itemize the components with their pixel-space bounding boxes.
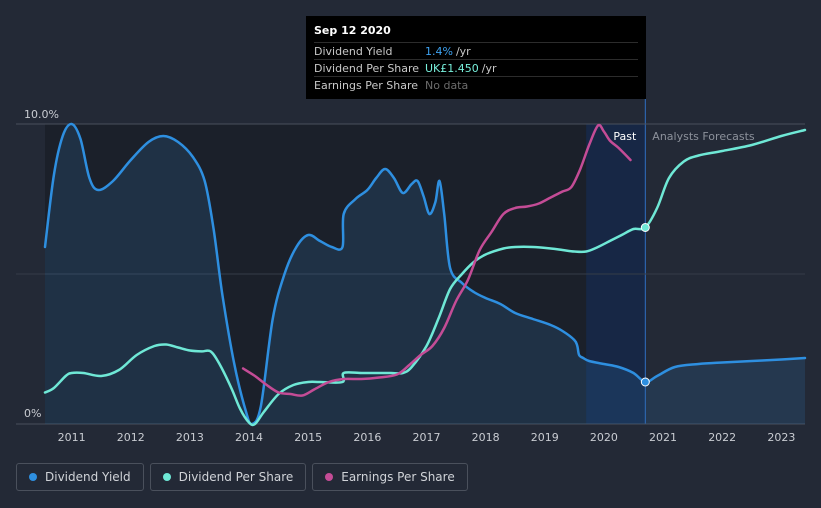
marker-dividend-per-share — [640, 223, 650, 232]
tooltip-value: 1.4% — [425, 44, 453, 58]
x-tick-label: 2020 — [590, 431, 618, 444]
y-tick-label: 10.0% — [24, 108, 59, 121]
series-line-dividend-per-share — [43, 128, 807, 427]
legend-dot-icon — [29, 473, 37, 481]
x-tick-label: 2023 — [767, 431, 795, 444]
x-tick-label: 2021 — [649, 431, 677, 444]
marker-dividend-yield — [640, 377, 650, 387]
past-label: Past — [613, 130, 637, 143]
x-tick-label: 2017 — [412, 431, 440, 444]
tooltip-date: Sep 12 2020 — [314, 24, 391, 37]
tooltip-unit: /yr — [455, 44, 471, 58]
dividend-yield-area — [45, 123, 805, 425]
tooltip-label: Dividend Yield — [314, 44, 393, 58]
tooltip-unit: /yr — [481, 61, 497, 75]
tooltip-row-dps: Dividend Per Share UK£1.450 /yr — [314, 59, 638, 76]
series-line-earnings-per-share — [241, 123, 632, 397]
legend-item-earnings-per-share[interactable]: Earnings Per Share — [312, 463, 468, 491]
tooltip-label: Dividend Per Share — [314, 61, 420, 75]
x-tick-label: 2019 — [531, 431, 559, 444]
x-tick-label: 2013 — [176, 431, 204, 444]
legend: Dividend Yield Dividend Per Share Earnin… — [16, 463, 468, 491]
x-tick-label: 2016 — [353, 431, 381, 444]
tooltip: Sep 12 2020 Dividend Yield 1.4% /yr Divi… — [306, 16, 646, 99]
legend-item-dividend-yield[interactable]: Dividend Yield — [16, 463, 144, 491]
tooltip-row-eps: Earnings Per Share No data — [314, 76, 638, 93]
x-tick-label: 2015 — [294, 431, 322, 444]
x-tick-label: 2022 — [708, 431, 736, 444]
legend-label: Dividend Yield — [45, 470, 131, 484]
series-line-dividend-yield — [43, 122, 807, 426]
legend-item-dividend-per-share[interactable]: Dividend Per Share — [149, 463, 307, 491]
tooltip-label: Earnings Per Share — [314, 78, 419, 92]
forecast-label: Analysts Forecasts — [652, 130, 755, 143]
x-tick-label: 2012 — [117, 431, 145, 444]
tooltip-row-yield: Dividend Yield 1.4% /yr — [314, 42, 638, 59]
legend-dot-icon — [325, 473, 334, 481]
legend-label: Dividend Per Share — [178, 470, 294, 484]
x-tick-label: 2014 — [235, 431, 263, 444]
x-tick-label: 2011 — [58, 431, 86, 444]
legend-dot-icon — [162, 473, 171, 481]
tooltip-value: No data — [425, 78, 469, 92]
legend-label: Earnings Per Share — [341, 470, 455, 484]
tooltip-value: UK£1.450 — [425, 61, 479, 75]
x-tick-label: 2018 — [472, 431, 500, 444]
y-tick-label: 0% — [24, 407, 41, 420]
